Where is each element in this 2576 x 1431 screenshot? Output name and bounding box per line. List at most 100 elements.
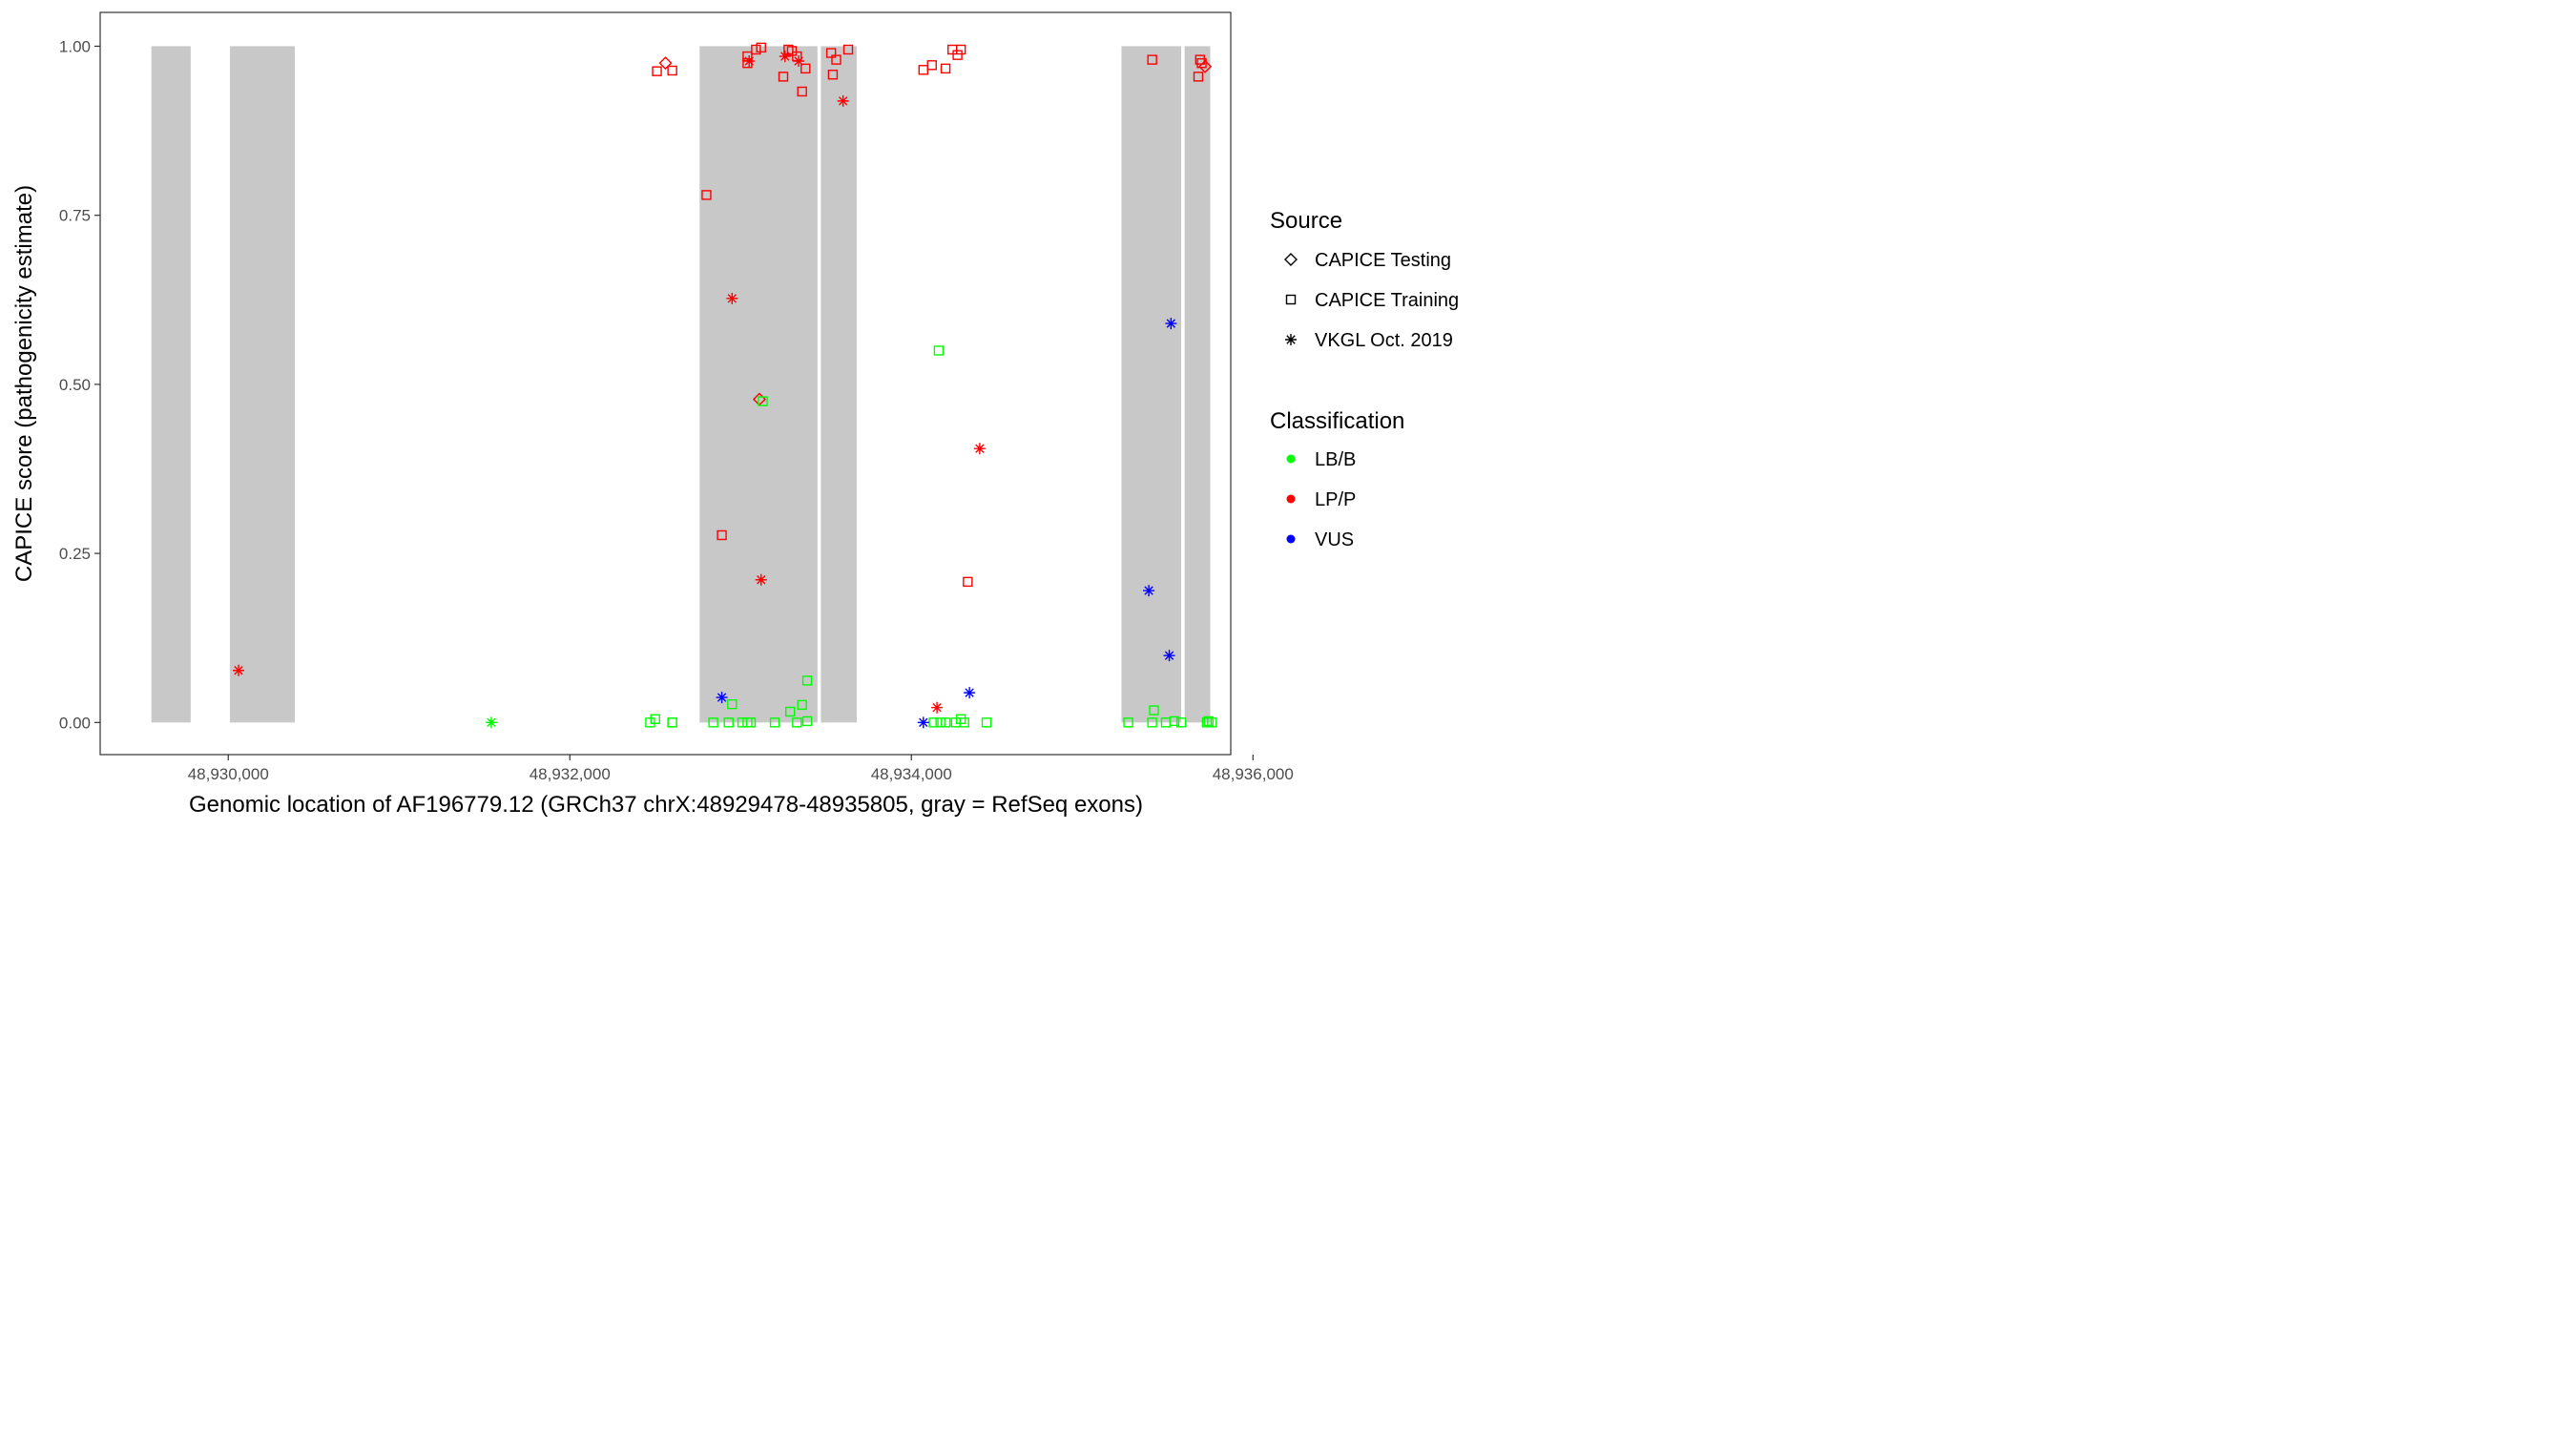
data-point-5 — [667, 65, 677, 76]
data-point-30 — [926, 60, 937, 71]
legend-source-label: CAPICE Training — [1315, 290, 1459, 311]
data-point-13 — [756, 42, 766, 53]
y-tick-label: 1.00 — [59, 37, 91, 55]
data-point-11 — [743, 55, 756, 68]
legend-class-label: VUS — [1315, 529, 1354, 550]
data-point-15 — [755, 573, 767, 586]
y-tick-label: 0.75 — [59, 207, 91, 225]
exon-region-1 — [151, 46, 191, 723]
data-point-54 — [769, 717, 780, 728]
exon-layer — [151, 46, 1211, 723]
legend-source-items: CAPICE Testing CAPICE Training VKGL Oct. 2… — [1284, 250, 1459, 351]
data-point-68 — [1123, 717, 1133, 728]
data-point-72 — [1169, 716, 1180, 727]
y-axis-title: CAPICE score (pathogenicity estimate) — [11, 185, 37, 582]
data-point-3 — [652, 66, 662, 76]
legend-source-label: CAPICE Testing — [1315, 250, 1451, 271]
data-point-35 — [955, 44, 966, 55]
x-tick-label: 48,932,000 — [530, 765, 611, 783]
data-point-41 — [1196, 57, 1207, 69]
data-point-12 — [751, 44, 761, 55]
data-point-75 — [1203, 716, 1214, 727]
data-point-74 — [1201, 717, 1213, 728]
data-point-59 — [801, 716, 813, 727]
data-point-31 — [931, 701, 944, 714]
legend-key-diamond — [1284, 253, 1298, 266]
exon-region-6 — [1184, 46, 1211, 723]
legend-key-asterisk — [1285, 334, 1297, 345]
data-point-49 — [727, 698, 737, 710]
data-point-60 — [928, 717, 939, 728]
legend-class-label: LP/P — [1315, 489, 1356, 510]
data-point-1 — [232, 664, 244, 676]
data-point-62 — [935, 717, 945, 728]
data-point-2 — [485, 716, 497, 729]
data-point-81 — [1165, 318, 1177, 330]
data-point-7 — [717, 529, 727, 541]
x-axis: 48,930,000 48,932,000 48,934,000 48,936,000 — [188, 755, 1294, 783]
data-point-19 — [786, 46, 798, 56]
data-point-78 — [917, 716, 929, 729]
data-point-63 — [940, 717, 951, 728]
x-tick-label: 48,930,000 — [188, 765, 269, 783]
legend-class-items: LB/B LP/P VUS — [1286, 449, 1356, 550]
data-point-58 — [801, 675, 813, 686]
y-tick-label: 0.00 — [59, 714, 91, 732]
data-point-61 — [933, 345, 945, 356]
data-point-70 — [1149, 705, 1159, 716]
data-point-53 — [758, 396, 768, 406]
y-tick-label: 0.50 — [59, 376, 91, 394]
data-point-65 — [955, 714, 966, 724]
data-point-48 — [723, 717, 734, 728]
data-point-4 — [658, 56, 673, 71]
data-point-82 — [1163, 650, 1175, 662]
data-point-16 — [778, 72, 789, 82]
data-point-18 — [783, 44, 794, 55]
data-point-66 — [959, 717, 969, 728]
legend-source-title: Source — [1270, 208, 1342, 234]
data-point-23 — [800, 63, 811, 74]
x-tick-label: 48,936,000 — [1213, 765, 1294, 783]
exon-region-3 — [699, 46, 818, 723]
legend-key-dot — [1286, 534, 1296, 544]
data-point-38 — [1147, 54, 1157, 65]
legend-key-dot — [1286, 494, 1296, 504]
data-point-44 — [650, 714, 660, 724]
exon-region-2 — [230, 46, 296, 723]
data-point-25 — [827, 70, 839, 80]
y-tick-label: 0.25 — [59, 545, 91, 563]
data-point-34 — [952, 50, 963, 60]
x-tick-label: 48,934,000 — [871, 765, 952, 783]
data-point-76 — [1207, 717, 1217, 728]
data-point-32 — [940, 63, 951, 74]
data-point-80 — [1143, 585, 1155, 597]
plot-panel-border — [99, 11, 1232, 756]
data-point-6 — [701, 190, 712, 200]
legend-key-square — [1285, 294, 1297, 305]
data-point-22 — [797, 86, 807, 97]
legend-classification-title: Classification — [1270, 408, 1404, 434]
legend-class-label: LB/B — [1315, 449, 1356, 470]
data-point-17 — [779, 51, 791, 63]
legend-source-label: VKGL Oct. 2019 — [1315, 330, 1453, 351]
data-point-21 — [793, 55, 805, 68]
data-point-57 — [797, 699, 807, 711]
data-point-26 — [831, 54, 841, 65]
data-point-36 — [963, 576, 973, 588]
data-point-52 — [745, 717, 757, 728]
data-point-69 — [1147, 717, 1157, 728]
data-point-8 — [726, 292, 738, 304]
data-point-77 — [716, 692, 728, 704]
data-point-56 — [792, 717, 802, 728]
data-point-24 — [825, 48, 837, 58]
data-point-27 — [837, 94, 849, 107]
data-point-67 — [981, 717, 992, 728]
data-point-39 — [1193, 72, 1204, 82]
data-point-73 — [1175, 717, 1187, 728]
x-axis-title: Genomic location of AF196779.12 (GRCh37 … — [189, 792, 1143, 818]
data-point-43 — [645, 717, 655, 728]
data-point-46 — [667, 717, 677, 728]
legend-key-dot — [1286, 454, 1296, 464]
point-layer — [232, 42, 1217, 729]
exon-region-5 — [1121, 46, 1182, 723]
